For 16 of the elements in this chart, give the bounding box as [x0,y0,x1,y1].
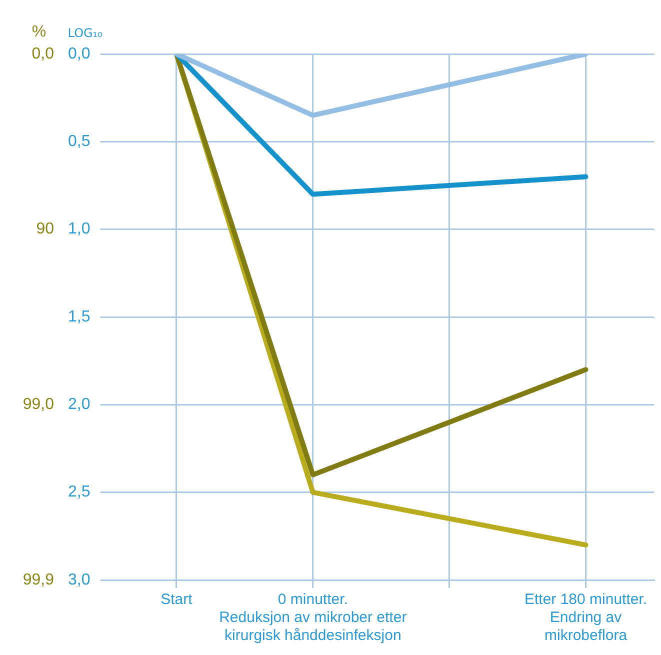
y-tick-label: 1,5 [68,308,90,326]
text: 90 [36,220,54,238]
y-tick-label: 2,0 [68,396,90,414]
x-tick-label: Start [160,591,194,608]
y-tick-label: 3,0 [68,571,90,588]
text: 99,9 [22,571,54,588]
text: 99,0 [22,396,54,414]
text: 0,0 [32,45,54,62]
y-tick-label: 1,0 [68,220,90,238]
y-tick-label: 2,5 [68,484,90,501]
x-tick-label: Etter 180 minutter. Endring av mikrobeflora [524,591,648,644]
y-tick-label: 0,5 [68,133,90,150]
x-tick-label: 0 minutter. Reduksjon av mikrober etter kirurgisk hånddesinfeksjon [219,591,407,644]
text: % [32,23,46,40]
y-axis-title: LOG₁₀ [68,26,103,40]
y-tick-label: 0,0 [68,45,90,62]
